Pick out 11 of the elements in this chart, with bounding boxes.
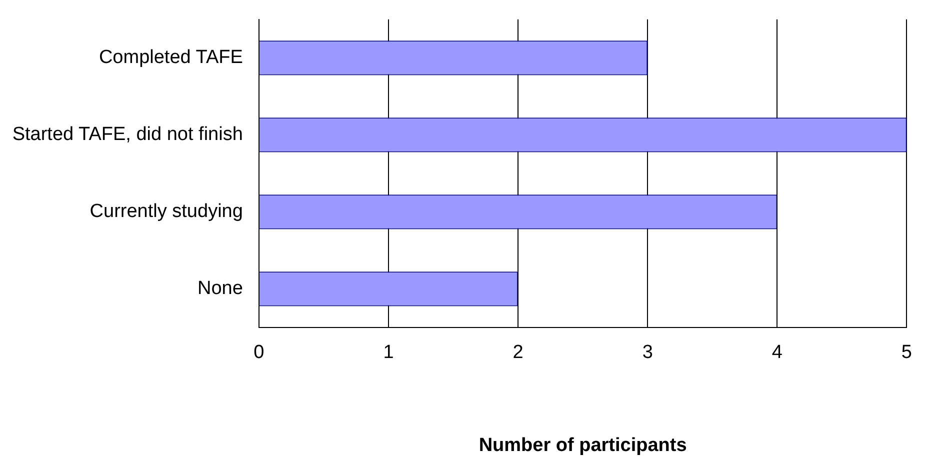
x-axis-title: Number of participants [478, 434, 687, 456]
x-tick-label: 1 [383, 342, 394, 364]
x-tick-label: 3 [642, 342, 653, 364]
y-tick-label: Currently studying [90, 201, 243, 222]
x-tick-label: 0 [254, 342, 264, 364]
x-tick-label: 5 [901, 342, 912, 364]
x-tick-label: 2 [512, 342, 524, 364]
y-tick-label: Started TAFE, did not finish [12, 124, 243, 146]
y-tick-label: Completed TAFE [98, 47, 243, 68]
x-tick-label: 4 [772, 342, 783, 364]
y-tick-label: None [198, 278, 243, 300]
